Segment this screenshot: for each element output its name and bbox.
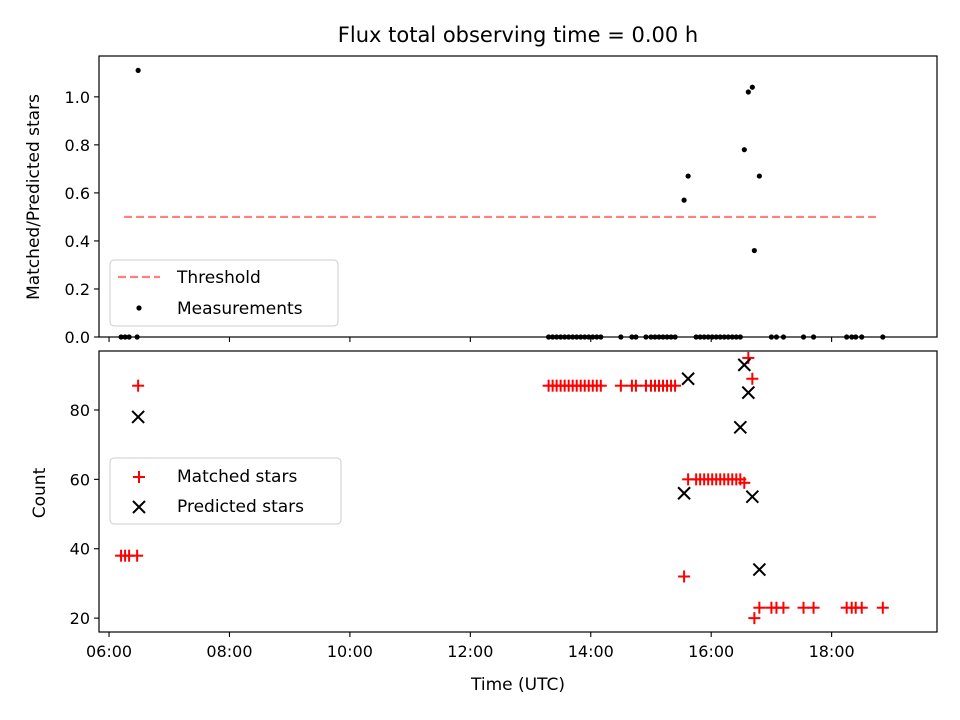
predicted-star-point <box>737 358 752 372</box>
matched-star-point <box>738 476 751 489</box>
bottom-x-tick-label: 08:00 <box>206 642 252 661</box>
top-axes-frame <box>98 55 938 338</box>
legend-predicted-label: Predicted stars <box>177 497 304 517</box>
measurement-point <box>749 84 755 90</box>
bottom-y-tick-label: 20 <box>70 609 90 628</box>
legend-matched-label: Matched stars <box>177 467 297 487</box>
legend-measurements-label: Measurements <box>177 299 303 319</box>
measurement-point <box>135 67 141 74</box>
bottom-axes-frame <box>98 350 938 633</box>
matched-star-point <box>132 379 145 392</box>
matched-star-point <box>629 379 642 392</box>
predicted-star-point <box>681 372 695 386</box>
top-y-tick-label: 0.2 <box>65 280 90 299</box>
predicted-star-point <box>733 420 748 435</box>
measurement-point <box>745 89 751 95</box>
bottom-y-tick-label: 80 <box>70 401 90 420</box>
panel-bottom: 20 40 60 80 06:00 08:00 10:00 12:00 14:00 16:00 18… <box>30 350 938 695</box>
top-y-tick-label: 0.8 <box>65 136 90 155</box>
bottom-x-tick-label: 12:00 <box>447 642 493 661</box>
matched-star-point <box>855 601 868 614</box>
matched-star-point <box>746 372 759 385</box>
top-y-axis-label: Matched/Predicted stars <box>24 94 44 300</box>
top-y-tick-label: 0.4 <box>65 232 90 251</box>
bottom-legend: Matched stars Predicted stars <box>109 457 342 525</box>
legend-measurements-swatch <box>136 305 142 311</box>
matched-star-point <box>777 601 790 614</box>
matched-star-point <box>614 379 627 392</box>
bottom-series-layer <box>115 351 889 625</box>
predicted-star-point <box>745 489 760 504</box>
matched-star-point <box>876 601 889 614</box>
bottom-x-tick-label: 06:00 <box>86 642 132 661</box>
legend-threshold-label: Threshold <box>176 268 261 288</box>
bottom-y-tick-label: 60 <box>70 470 90 489</box>
bottom-x-axis-label: Time (UTC) <box>470 675 565 695</box>
chart-title-top: Flux total observing time = 0.00 h <box>338 23 698 47</box>
measurement-point <box>741 147 747 153</box>
top-axis-ticks: 0.0 0.2 0.4 0.6 0.8 1.0 <box>65 88 833 347</box>
measurement-point <box>685 173 691 179</box>
measurement-point <box>756 173 762 179</box>
predicted-star-point <box>677 486 691 500</box>
predicted-star-point <box>741 385 756 400</box>
top-y-tick-label: 0.6 <box>65 184 90 203</box>
matched-star-point <box>594 379 607 392</box>
matched-star-point <box>797 601 810 614</box>
legend-matched-swatch <box>133 471 145 483</box>
measurement-point <box>751 247 757 254</box>
bottom-y-axis-label: Count <box>30 467 50 518</box>
bottom-x-tick-label: 18:00 <box>809 642 855 661</box>
measurement-point <box>681 197 687 203</box>
top-y-tick-label: 0.0 <box>65 328 90 347</box>
legend-predicted-swatch <box>132 500 146 514</box>
predicted-star-point <box>131 410 145 424</box>
bottom-axis-ticks: 20 40 60 80 06:00 08:00 10:00 12:00 14:00 16:00 18… <box>70 401 855 661</box>
predicted-star-point <box>752 562 767 577</box>
top-y-tick-label: 1.0 <box>65 88 90 107</box>
matched-star-point <box>678 570 691 583</box>
matched-star-point <box>807 601 820 614</box>
top-legend-box <box>109 259 339 327</box>
bottom-legend-box <box>109 457 342 525</box>
bottom-x-tick-label: 14:00 <box>568 642 614 661</box>
bottom-x-tick-label: 16:00 <box>688 642 734 661</box>
bottom-y-tick-label: 40 <box>70 540 90 559</box>
bottom-x-tick-label: 10:00 <box>327 642 373 661</box>
matched-star-point <box>669 379 682 392</box>
matched-star-point <box>131 549 144 562</box>
matched-star-point <box>753 601 766 614</box>
matched-star-point <box>748 612 761 625</box>
top-legend: Threshold Measurements <box>109 259 339 327</box>
panel-top: 0.0 0.2 0.4 0.6 0.8 1.0 Matched/Predicted sta… <box>24 55 938 347</box>
